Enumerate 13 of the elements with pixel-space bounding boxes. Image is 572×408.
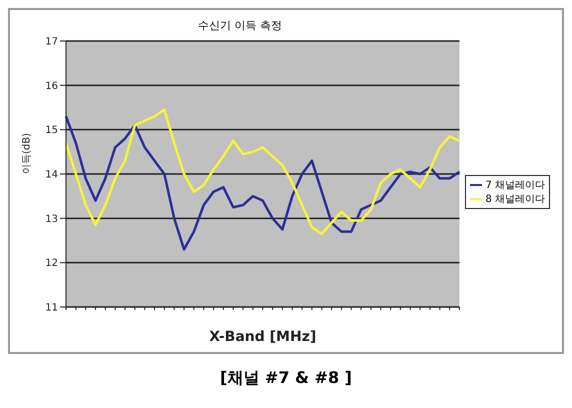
- y-tick-label: 14: [45, 170, 58, 181]
- legend-label: 7 채널레이다: [485, 179, 545, 192]
- y-tick-label: 13: [45, 214, 58, 225]
- y-tick-label: 17: [45, 36, 58, 48]
- text: [채널 #7 & #8 ]: [219, 368, 353, 389]
- y-tick-label: 16: [45, 80, 58, 92]
- y-axis-title: 이득(dB): [22, 132, 33, 174]
- y-tick-label: 11: [45, 302, 58, 314]
- y-tick-label: 12: [45, 258, 58, 270]
- chart-title: 수신기 이득 측정: [197, 18, 283, 33]
- legend-label: 8 채널레이다: [485, 193, 545, 206]
- x-axis-title: X-Band [MHz]: [209, 329, 316, 345]
- y-tick-label: 15: [45, 125, 58, 136]
